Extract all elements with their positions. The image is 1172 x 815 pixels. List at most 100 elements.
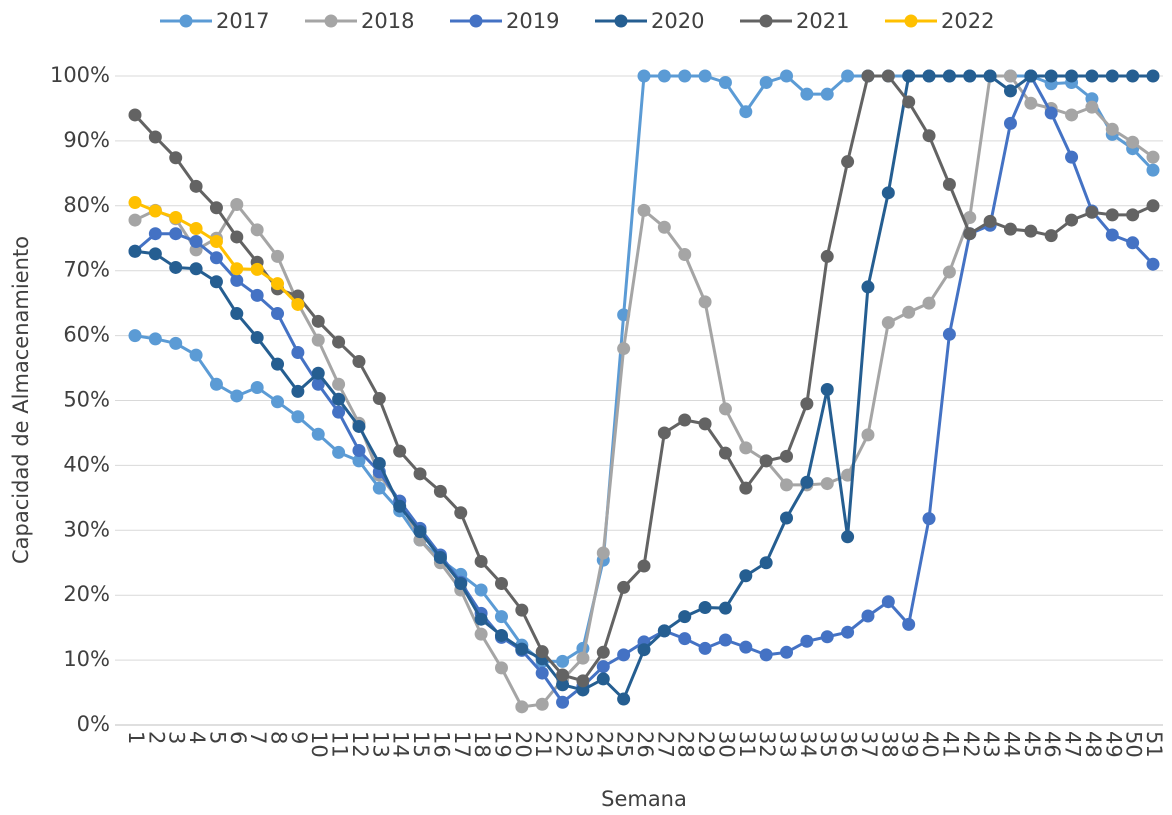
point [657, 624, 671, 638]
point [128, 329, 142, 343]
point [230, 230, 244, 244]
x-tick-label: 16 [429, 731, 453, 758]
point [352, 443, 366, 457]
point [250, 288, 264, 302]
point [678, 69, 692, 83]
point [780, 645, 794, 659]
y-tick-label: 60% [63, 323, 110, 347]
point [759, 75, 773, 89]
point [617, 580, 631, 594]
point [1105, 69, 1119, 83]
x-tick-label: 40 [918, 731, 942, 758]
point [128, 196, 142, 210]
x-tick-label: 46 [1040, 731, 1064, 758]
point [718, 601, 732, 615]
x-tick-label: 23 [572, 731, 596, 758]
x-tick-label: 9 [287, 731, 311, 744]
x-tick-label: 13 [368, 731, 392, 758]
point [881, 186, 895, 200]
legend-marker [904, 14, 918, 28]
point [800, 397, 814, 411]
x-tick-label: 44 [999, 731, 1023, 758]
y-tick-label: 30% [63, 517, 110, 541]
point [494, 661, 508, 675]
y-tick-label: 80% [63, 193, 110, 217]
point [271, 249, 285, 263]
point [454, 577, 468, 591]
point [454, 506, 468, 520]
point [1126, 208, 1140, 222]
point [617, 342, 631, 356]
point [169, 210, 183, 224]
x-tick-label: 2 [144, 731, 168, 744]
x-tick-label: 17 [450, 731, 474, 758]
point [148, 332, 162, 346]
point [942, 327, 956, 341]
x-tick-label: 28 [674, 731, 698, 758]
point [1044, 69, 1058, 83]
point [718, 402, 732, 416]
legend-label: 2022 [941, 9, 994, 33]
point [841, 530, 855, 544]
point [209, 377, 223, 391]
x-tick-label: 35 [816, 731, 840, 758]
point [739, 481, 753, 495]
x-tick-label: 4 [185, 731, 209, 744]
x-tick-label: 39 [898, 731, 922, 758]
point [576, 651, 590, 665]
x-tick-label: 22 [552, 731, 576, 758]
x-tick-label: 34 [796, 731, 820, 758]
point [230, 198, 244, 212]
point [841, 155, 855, 169]
point [1146, 257, 1160, 271]
point [209, 275, 223, 289]
point [1044, 106, 1058, 120]
y-tick-label: 90% [63, 128, 110, 152]
point [637, 203, 651, 217]
x-tick-label: 11 [328, 731, 352, 758]
point [820, 630, 834, 644]
point [515, 603, 529, 617]
x-tick-label: 5 [205, 731, 229, 744]
x-tick-label: 30 [714, 731, 738, 758]
point [698, 601, 712, 615]
point [596, 660, 610, 674]
point [759, 648, 773, 662]
point [148, 204, 162, 218]
point [413, 467, 427, 481]
point [1146, 69, 1160, 83]
point [271, 307, 285, 321]
point [1024, 224, 1038, 238]
point [494, 610, 508, 624]
x-axis-title: Semana [601, 787, 687, 811]
point [657, 220, 671, 234]
x-tick-label: 41 [938, 731, 962, 758]
legend-label: 2020 [651, 9, 704, 33]
x-tick-label: 42 [959, 731, 983, 758]
point [1085, 205, 1099, 219]
point [535, 697, 549, 711]
x-tick-label: 50 [1122, 731, 1146, 758]
point [800, 475, 814, 489]
point [352, 419, 366, 433]
point [1146, 150, 1160, 164]
point [1003, 222, 1017, 236]
point [311, 366, 325, 380]
point [332, 335, 346, 349]
point [189, 262, 203, 276]
x-tick-label: 18 [470, 731, 494, 758]
point [556, 654, 570, 668]
point [698, 641, 712, 655]
point [657, 426, 671, 440]
point [556, 678, 570, 692]
point [596, 546, 610, 560]
point [1024, 69, 1038, 83]
point [902, 95, 916, 109]
legend-marker [614, 14, 628, 28]
x-tick-label: 20 [511, 731, 535, 758]
point [1044, 229, 1058, 243]
point [678, 610, 692, 624]
point [841, 69, 855, 83]
point [169, 227, 183, 241]
point [169, 260, 183, 274]
